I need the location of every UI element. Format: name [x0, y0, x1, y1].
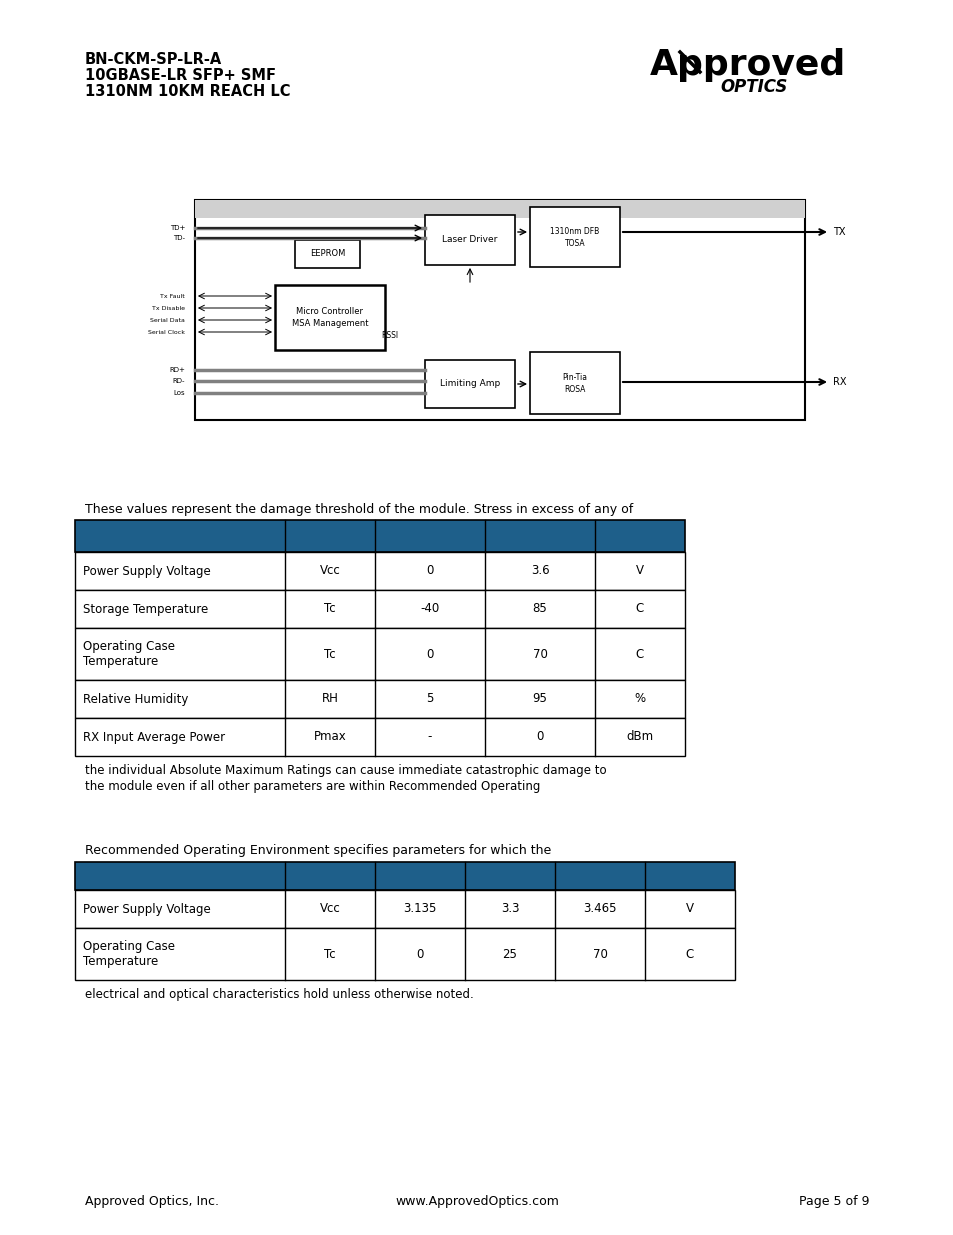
Text: TD+: TD+ [170, 225, 185, 231]
Text: Tx Fault: Tx Fault [160, 294, 185, 299]
Text: Approved: Approved [649, 48, 845, 82]
Bar [274, 285, 385, 350]
Bar [424, 215, 515, 266]
Text: MSA Management: MSA Management [292, 319, 368, 329]
Text: 1310nm DFB: 1310nm DFB [550, 227, 599, 236]
Bar [294, 240, 359, 268]
Text: dBm: dBm [626, 730, 653, 743]
Bar [75, 890, 734, 927]
Text: TD-: TD- [172, 235, 185, 241]
Bar [75, 629, 684, 680]
Text: 3.3: 3.3 [500, 903, 518, 915]
Text: RX: RX [832, 377, 845, 387]
Text: 0: 0 [416, 947, 423, 961]
Text: Relative Humidity: Relative Humidity [83, 693, 188, 705]
Text: Vcc: Vcc [319, 564, 340, 578]
Bar [530, 207, 619, 267]
Text: Operating Case
Temperature: Operating Case Temperature [83, 640, 174, 668]
Text: electrical and optical characteristics hold unless otherwise noted.: electrical and optical characteristics h… [85, 988, 474, 1002]
Bar [75, 552, 684, 590]
Text: V: V [685, 903, 693, 915]
Text: 70: 70 [592, 947, 607, 961]
Text: Vcc: Vcc [319, 903, 340, 915]
Text: RX Input Average Power: RX Input Average Power [83, 730, 225, 743]
Bar [75, 862, 734, 890]
Bar [424, 359, 515, 408]
Text: Power Supply Voltage: Power Supply Voltage [83, 564, 211, 578]
Bar [75, 680, 684, 718]
Text: the individual Absolute Maximum Ratings can cause immediate catastrophic damage : the individual Absolute Maximum Ratings … [85, 764, 606, 777]
Text: Page 5 of 9: Page 5 of 9 [799, 1195, 869, 1208]
Text: OPTICS: OPTICS [720, 78, 786, 96]
Text: Tc: Tc [324, 603, 335, 615]
Text: -40: -40 [420, 603, 439, 615]
Text: Serial Data: Serial Data [150, 317, 185, 322]
Text: 3.6: 3.6 [530, 564, 549, 578]
Text: 1310NM 10KM REACH LC: 1310NM 10KM REACH LC [85, 84, 291, 99]
Text: 3.465: 3.465 [582, 903, 616, 915]
Text: 5: 5 [426, 693, 434, 705]
Text: ROSA: ROSA [564, 385, 585, 394]
Text: Operating Case
Temperature: Operating Case Temperature [83, 940, 174, 968]
Bar [75, 520, 684, 552]
Text: 85: 85 [532, 603, 547, 615]
Text: C: C [636, 603, 643, 615]
Text: RSSI: RSSI [381, 331, 398, 340]
Text: RH: RH [321, 693, 338, 705]
Text: Power Supply Voltage: Power Supply Voltage [83, 903, 211, 915]
Bar [194, 200, 804, 219]
Text: V: V [636, 564, 643, 578]
Text: 25: 25 [502, 947, 517, 961]
Text: C: C [636, 647, 643, 661]
Bar [75, 520, 684, 552]
Text: %: % [634, 693, 645, 705]
Text: 70: 70 [532, 647, 547, 661]
Bar [75, 927, 734, 981]
Bar [75, 590, 684, 629]
Text: Tc: Tc [324, 647, 335, 661]
Text: EEPROM: EEPROM [310, 249, 345, 258]
Text: TX: TX [832, 227, 844, 237]
Text: TOSA: TOSA [564, 240, 585, 248]
Bar [194, 200, 804, 420]
Text: www.ApprovedOptics.com: www.ApprovedOptics.com [395, 1195, 558, 1208]
Text: the module even if all other parameters are within Recommended Operating: the module even if all other parameters … [85, 781, 539, 793]
Text: Storage Temperature: Storage Temperature [83, 603, 208, 615]
Text: 95: 95 [532, 693, 547, 705]
Text: Pin-Tia: Pin-Tia [562, 373, 587, 383]
Text: Tx Disable: Tx Disable [152, 305, 185, 310]
Text: Limiting Amp: Limiting Amp [439, 379, 499, 389]
Text: 10GBASE-LR SFP+ SMF: 10GBASE-LR SFP+ SMF [85, 68, 275, 83]
Text: Laser Driver: Laser Driver [442, 236, 497, 245]
Text: Tc: Tc [324, 947, 335, 961]
Text: 3.135: 3.135 [403, 903, 436, 915]
Text: 0: 0 [426, 647, 434, 661]
Text: Recommended Operating Environment specifies parameters for which the: Recommended Operating Environment specif… [85, 844, 551, 857]
Text: These values represent the damage threshold of the module. Stress in excess of a: These values represent the damage thresh… [85, 503, 633, 516]
Text: 0: 0 [536, 730, 543, 743]
Bar [75, 862, 734, 890]
Text: 0: 0 [426, 564, 434, 578]
Text: RD+: RD+ [169, 367, 185, 373]
Text: Approved Optics, Inc.: Approved Optics, Inc. [85, 1195, 219, 1208]
Text: BN-CKM-SP-LR-A: BN-CKM-SP-LR-A [85, 52, 222, 67]
Text: -: - [427, 730, 432, 743]
Bar [75, 718, 684, 756]
Text: C: C [685, 947, 694, 961]
Text: Pmax: Pmax [314, 730, 346, 743]
Text: Los: Los [173, 390, 185, 396]
Text: Micro Controller: Micro Controller [296, 308, 363, 316]
Bar [530, 352, 619, 414]
Text: RD-: RD- [172, 378, 185, 384]
Text: Serial Clock: Serial Clock [148, 330, 185, 335]
